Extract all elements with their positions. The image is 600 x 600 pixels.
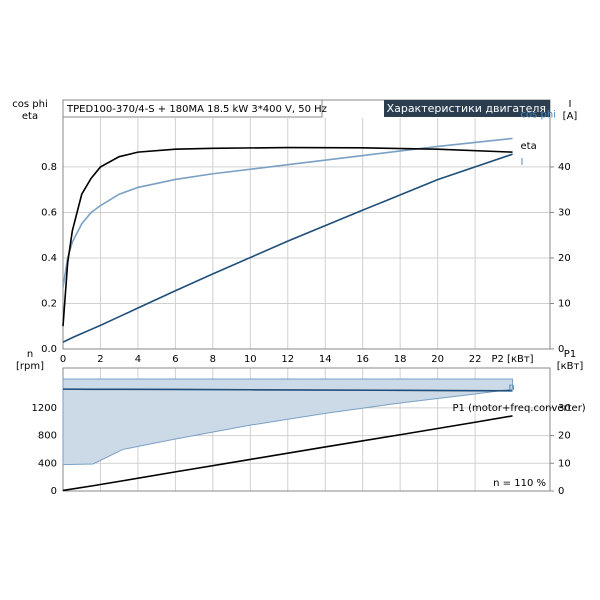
series-label: P1 (motor+freq.converter) xyxy=(453,403,586,414)
y-tick-label: 0.6 xyxy=(41,207,57,218)
series-line xyxy=(62,415,513,492)
x-tick-label: 14 xyxy=(319,354,332,365)
chart-subtitle: Характеристики двигателя xyxy=(387,102,546,115)
x-tick-label: 8 xyxy=(210,354,216,365)
series-label: n xyxy=(509,382,515,393)
series-line xyxy=(62,153,513,343)
y2-axis-label: [кВт] xyxy=(557,361,584,372)
y2-tick-label: 20 xyxy=(558,253,571,264)
y2-tick-label: 30 xyxy=(558,403,571,414)
range-area xyxy=(62,378,514,466)
y-axis-label: cos phi xyxy=(12,99,47,110)
y-axis-label: [rpm] xyxy=(16,361,44,372)
series-label: cos phi xyxy=(521,109,556,120)
x-tick-label: 4 xyxy=(135,354,141,365)
y-axis-label: eta xyxy=(22,111,38,122)
series-label: eta xyxy=(521,141,537,152)
y2-tick-label: 40 xyxy=(558,162,571,173)
y-tick-label: 0 xyxy=(51,486,57,497)
series-label: I xyxy=(521,157,524,168)
x-tick-label: 6 xyxy=(172,354,178,365)
series-line xyxy=(62,388,513,392)
y-tick-label: 0.0 xyxy=(41,344,57,355)
y-tick-label: 0.4 xyxy=(41,253,57,264)
y2-tick-label: 0 xyxy=(558,486,564,497)
series-line xyxy=(62,137,513,288)
y-tick-label: 400 xyxy=(38,458,57,469)
subtitle-box xyxy=(384,100,550,117)
x-tick-label: 10 xyxy=(244,354,257,365)
series-line xyxy=(62,146,513,327)
chart-title: TPED100-370/4-S + 180MA 18.5 kW 3*400 V,… xyxy=(66,104,327,115)
y2-tick-label: 30 xyxy=(558,207,571,218)
x-tick-label: 0 xyxy=(60,354,66,365)
y-tick-label: 0.8 xyxy=(41,162,57,173)
y2-tick-label: 10 xyxy=(558,458,571,469)
y-tick-label: 1200 xyxy=(32,403,57,414)
y2-axis-label: I xyxy=(569,99,572,110)
y2-tick-label: 0 xyxy=(558,344,564,355)
x-tick-label: 16 xyxy=(356,354,369,365)
title-box xyxy=(62,99,323,118)
x-tick-label: 18 xyxy=(394,354,407,365)
y2-axis-label: P1 xyxy=(564,349,576,360)
x-tick-label: 12 xyxy=(281,354,294,365)
y-tick-label: 800 xyxy=(38,431,57,442)
x-axis-label: P2 [кВт] xyxy=(491,354,533,365)
annotation: n = 110 % xyxy=(493,478,546,489)
x-tick-label: 20 xyxy=(431,354,444,365)
y2-tick-label: 10 xyxy=(558,298,571,309)
x-tick-label: 22 xyxy=(469,354,482,365)
y-axis-label: n xyxy=(27,349,33,360)
y-tick-label: 0.2 xyxy=(41,298,57,309)
top-frame xyxy=(62,99,551,350)
y2-axis-label: [A] xyxy=(563,111,578,122)
y2-tick-label: 20 xyxy=(558,431,571,442)
x-tick-label: 2 xyxy=(97,354,103,365)
